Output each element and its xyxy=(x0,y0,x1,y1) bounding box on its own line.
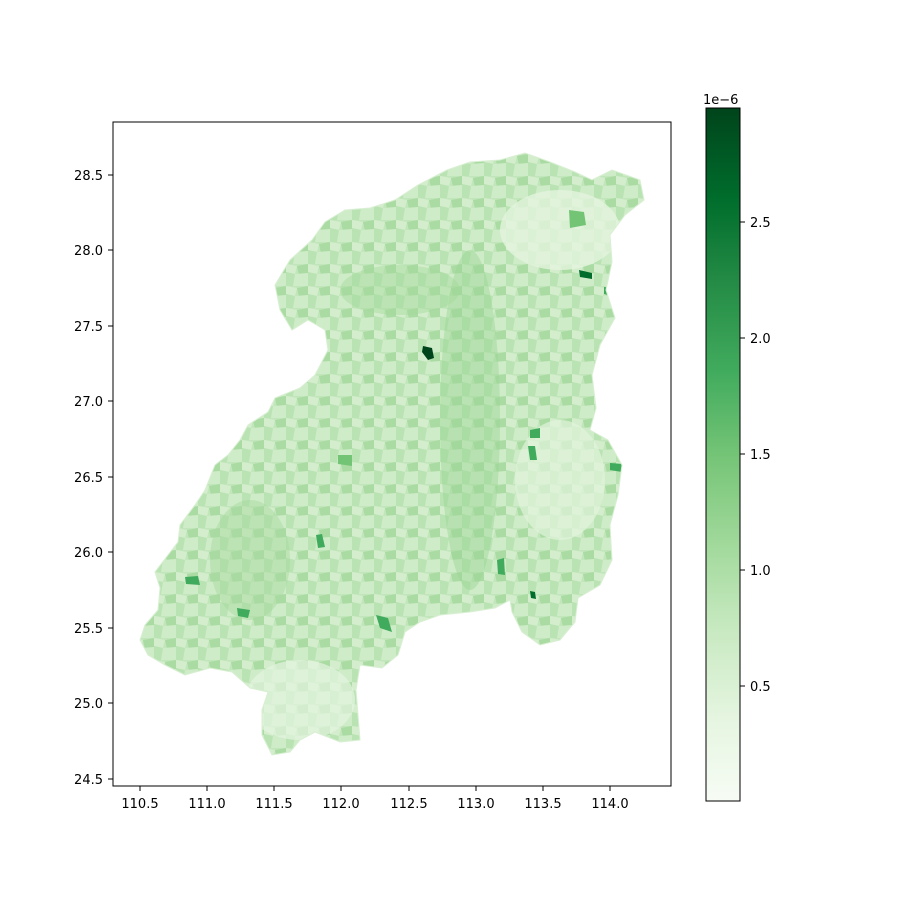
mid-zone xyxy=(440,250,500,590)
dark-patch xyxy=(528,446,537,460)
x-tick-label: 112.5 xyxy=(390,797,427,812)
x-axis: 110.5 111.0 111.5 112.0 112.5 113.0 113.… xyxy=(121,786,629,812)
y-tick-label: 25.5 xyxy=(74,622,103,637)
colorbar-tick: 2.0 xyxy=(740,332,771,347)
region-outline xyxy=(139,152,645,756)
colorbar: 1e−6 2.5 2.0 1.5 1.0 0.5 xyxy=(703,93,771,802)
x-tick: 113.5 xyxy=(524,786,562,812)
x-tick-label: 111.5 xyxy=(255,797,292,812)
colorbar-offset-label: 1e−6 xyxy=(703,93,738,108)
dark-patch xyxy=(610,463,624,472)
y-tick: 27.0 xyxy=(74,395,113,410)
y-tick-label: 28.5 xyxy=(74,169,103,184)
x-tick: 111.0 xyxy=(188,786,226,812)
x-tick: 112.0 xyxy=(322,786,360,812)
dark-patch xyxy=(497,558,505,575)
x-tick-label: 113.5 xyxy=(524,797,561,812)
y-axis: 28.5 28.0 27.5 27.0 26.5 26.0 25.5 25.0 xyxy=(74,169,113,788)
colorbar-tick-label: 1.0 xyxy=(750,564,771,579)
x-tick-label: 110.5 xyxy=(121,797,158,812)
colorbar-tick-label: 0.5 xyxy=(750,680,771,695)
mid-zone xyxy=(210,500,290,620)
dark-patch xyxy=(338,455,352,466)
light-zone xyxy=(500,190,620,270)
x-tick: 111.5 xyxy=(255,786,293,812)
mid-zone xyxy=(340,265,460,315)
y-tick: 26.5 xyxy=(74,471,113,486)
y-tick: 26.0 xyxy=(74,546,113,561)
dark-patch xyxy=(530,428,540,438)
dark-patch xyxy=(376,615,392,632)
x-tick: 110.5 xyxy=(121,786,159,812)
dark-patch xyxy=(569,210,586,228)
dark-patch xyxy=(237,608,250,618)
colorbar-tick: 1.0 xyxy=(740,564,771,579)
x-tick-label: 111.0 xyxy=(188,797,225,812)
dark-patch xyxy=(579,270,592,279)
light-zone xyxy=(515,420,605,540)
y-tick: 24.5 xyxy=(74,773,113,788)
dark-patch xyxy=(422,346,434,360)
x-tick-label: 114.0 xyxy=(591,797,628,812)
light-zone xyxy=(245,660,355,740)
x-tick: 114.0 xyxy=(591,786,629,812)
dark-patch xyxy=(316,534,325,548)
x-tick-label: 113.0 xyxy=(457,797,494,812)
x-tick-label: 112.0 xyxy=(322,797,359,812)
y-tick: 28.0 xyxy=(74,244,113,259)
colorbar-tick: 1.5 xyxy=(740,448,771,463)
colorbar-tick: 0.5 xyxy=(740,680,771,695)
colorbar-tick: 2.5 xyxy=(740,216,771,231)
dark-patch xyxy=(530,591,536,599)
y-tick-label: 26.0 xyxy=(74,546,103,561)
y-tick-label: 28.0 xyxy=(74,244,103,259)
colorbar-tick-label: 2.0 xyxy=(750,332,771,347)
dark-patch xyxy=(185,576,200,585)
colorbar-gradient xyxy=(705,107,741,802)
y-tick: 27.5 xyxy=(74,320,113,335)
colorbar-tick-label: 1.5 xyxy=(750,448,771,463)
y-tick: 25.5 xyxy=(74,622,113,637)
y-tick-label: 26.5 xyxy=(74,471,103,486)
y-tick: 25.0 xyxy=(74,697,113,712)
y-tick-label: 25.0 xyxy=(74,697,103,712)
x-tick: 113.0 xyxy=(457,786,495,812)
x-tick: 112.5 xyxy=(390,786,428,812)
y-tick-label: 24.5 xyxy=(74,773,103,788)
colorbar-tick-label: 2.5 xyxy=(750,216,771,231)
y-tick-label: 27.0 xyxy=(74,395,103,410)
y-tick: 28.5 xyxy=(74,169,113,184)
y-tick-label: 27.5 xyxy=(74,320,103,335)
